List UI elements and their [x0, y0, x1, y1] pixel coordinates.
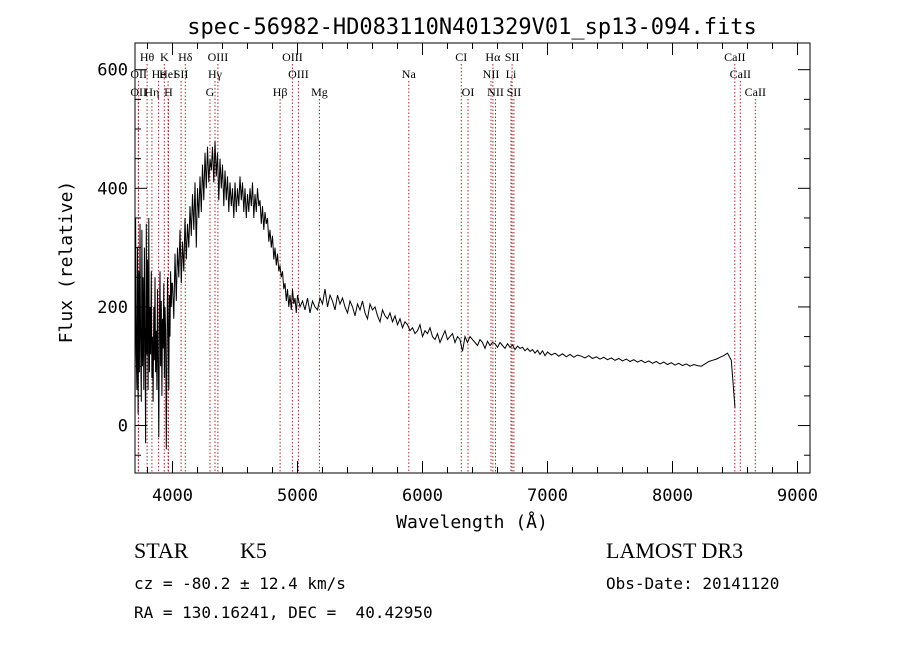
- x-tick-label-3: 7000: [527, 486, 568, 506]
- line-marker-label-22: G: [206, 85, 215, 99]
- x-tick-label-4: 8000: [652, 486, 693, 506]
- line-marker-label-16: NII: [483, 67, 500, 81]
- spectrum-line: [134, 140, 736, 450]
- line-marker-label-2: Hδ: [178, 50, 193, 64]
- line-marker-label-3: OIII: [208, 50, 229, 64]
- line-marker-label-11: HeI: [159, 67, 177, 81]
- x-axis-label: Wavelength (Å): [396, 511, 548, 533]
- x-tick-label-0: 4000: [152, 486, 193, 506]
- line-marker-label-17: Li: [506, 67, 517, 81]
- y-tick-label-3: 600: [97, 61, 128, 81]
- object-subclass: K5: [240, 538, 267, 563]
- x-tick-label-5: 9000: [777, 486, 818, 506]
- chart-title: spec-56982-HD083110N401329V01_sp13-094.f…: [187, 15, 757, 40]
- line-marker-label-23: Hβ: [273, 85, 288, 99]
- line-marker-label-24: Mg: [311, 85, 328, 99]
- line-marker-label-28: CaII: [745, 85, 766, 99]
- line-marker-label-19: OII: [130, 85, 147, 99]
- line-marker-label-25: OI: [462, 85, 475, 99]
- line-marker-label-9: OII: [130, 67, 147, 81]
- line-marker-label-6: Hα: [485, 50, 501, 64]
- plot-frame: [134, 42, 811, 474]
- survey-name: LAMOST DR3: [606, 538, 744, 563]
- line-marker-label-1: K: [160, 50, 169, 64]
- x-tick-label-1: 5000: [277, 486, 318, 506]
- line-marker-label-8: CaII: [724, 50, 745, 64]
- line-marker-label-27: SII: [507, 85, 522, 99]
- y-axis-label: Flux (relative): [56, 181, 77, 344]
- line-marker-label-15: Na: [402, 67, 417, 81]
- line-marker-label-5: CI: [455, 50, 467, 64]
- line-marker-label-0: Hθ: [140, 50, 155, 64]
- x-tick-label-2: 6000: [402, 486, 443, 506]
- redshift-value: cz = -80.2 ± 12.4 km/s: [134, 574, 346, 593]
- line-marker-label-13: Hγ: [208, 67, 223, 81]
- line-marker-label-12: SII: [174, 67, 189, 81]
- line-marker-label-26: NII: [487, 85, 504, 99]
- line-marker-label-21: H: [164, 85, 173, 99]
- sky-coordinates: RA = 130.16241, DEC = 40.42950: [134, 603, 433, 622]
- y-tick-label-0: 0: [118, 417, 128, 437]
- line-marker-label-10: He: [152, 67, 166, 81]
- object-class: STAR: [134, 538, 189, 563]
- line-marker-label-20: Hη: [144, 85, 159, 99]
- axis-ticks: 4000 5000 6000 7000 8000 9000 0 200 400 600: [97, 43, 818, 506]
- line-marker-label-14: OIII: [288, 67, 309, 81]
- y-tick-label-2: 400: [97, 179, 128, 199]
- line-marker-label-4: OIII: [282, 50, 303, 64]
- y-tick-label-1: 200: [97, 298, 128, 318]
- observation-date: Obs-Date: 20141120: [606, 574, 780, 593]
- line-marker-label-18: CaII: [730, 67, 751, 81]
- line-marker-label-7: SII: [505, 50, 520, 64]
